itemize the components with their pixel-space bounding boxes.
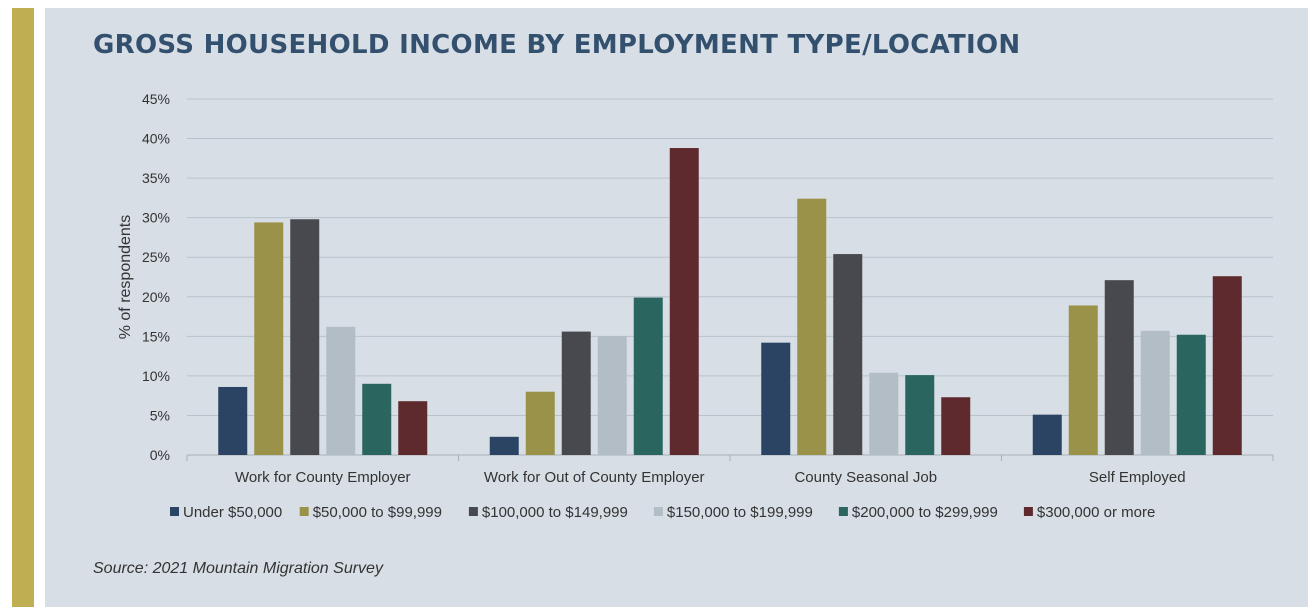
bar [326, 326, 356, 455]
y-tick-label: 20% [142, 289, 170, 305]
y-tick-label: 15% [142, 328, 170, 344]
source-note: Source: 2021 Mountain Migration Survey [93, 560, 383, 577]
bar [633, 297, 663, 455]
bar [1104, 280, 1134, 455]
y-tick-label: 30% [142, 210, 170, 226]
y-tick-label: 45% [142, 91, 170, 107]
legend-swatch [653, 507, 663, 516]
legend-label: $50,000 to $99,999 [313, 504, 442, 521]
gridlines [187, 98, 1273, 416]
bar [525, 391, 555, 455]
bar [1176, 334, 1206, 455]
labels: 0% 5% 10% 15% 20% 25% 30% 35% 40% 45% % of respond… [117, 91, 1186, 486]
legend-swatch [838, 507, 848, 516]
bar [669, 148, 699, 455]
y-tick-label: 35% [142, 170, 170, 186]
bar [597, 336, 627, 455]
x-tick-label: County Seasonal Job [794, 469, 937, 486]
bars [218, 148, 1242, 455]
bar [833, 254, 863, 455]
legend-swatch [1023, 507, 1033, 516]
bar [1032, 414, 1062, 455]
bar [869, 372, 899, 455]
bar [905, 375, 935, 455]
legend-label: $300,000 or more [1037, 504, 1155, 521]
y-axis-title: % of respondents [117, 215, 134, 340]
axes [186, 454, 1274, 461]
bar [941, 397, 971, 455]
bar [1068, 305, 1098, 455]
y-tick-label: 40% [142, 131, 170, 147]
legend-swatch [170, 507, 179, 516]
bar [290, 219, 320, 455]
bar [398, 401, 428, 455]
x-tick-label: Work for Out of County Employer [484, 469, 705, 486]
bar [362, 383, 392, 455]
bar [797, 198, 827, 455]
legend: Under $50,000 $50,000 to $99,999 $100,000 … [170, 504, 1155, 521]
accent-bar [12, 8, 34, 607]
bar [1212, 276, 1242, 455]
x-tick-label: Self Employed [1089, 469, 1186, 486]
bar [761, 342, 791, 455]
bar [218, 386, 248, 455]
y-tick-label: 25% [142, 249, 170, 265]
legend-label: Under $50,000 [183, 504, 282, 521]
bar [489, 436, 519, 455]
chart-title: GROSS HOUSEHOLD INCOME BY EMPLOYMENT TYP… [93, 30, 1021, 60]
legend-label: $100,000 to $149,999 [482, 504, 628, 521]
x-tick-label: Work for County Employer [235, 469, 411, 486]
bar [254, 222, 284, 455]
legend-swatch [468, 507, 478, 516]
legend-swatch [299, 507, 309, 516]
y-tick-label: 10% [142, 368, 170, 384]
y-tick-label: 0% [150, 447, 170, 463]
bar [561, 331, 591, 455]
legend-label: $150,000 to $199,999 [667, 504, 813, 521]
legend-label: $200,000 to $299,999 [852, 504, 998, 521]
y-tick-label: 5% [150, 407, 170, 423]
bar [1140, 330, 1170, 455]
